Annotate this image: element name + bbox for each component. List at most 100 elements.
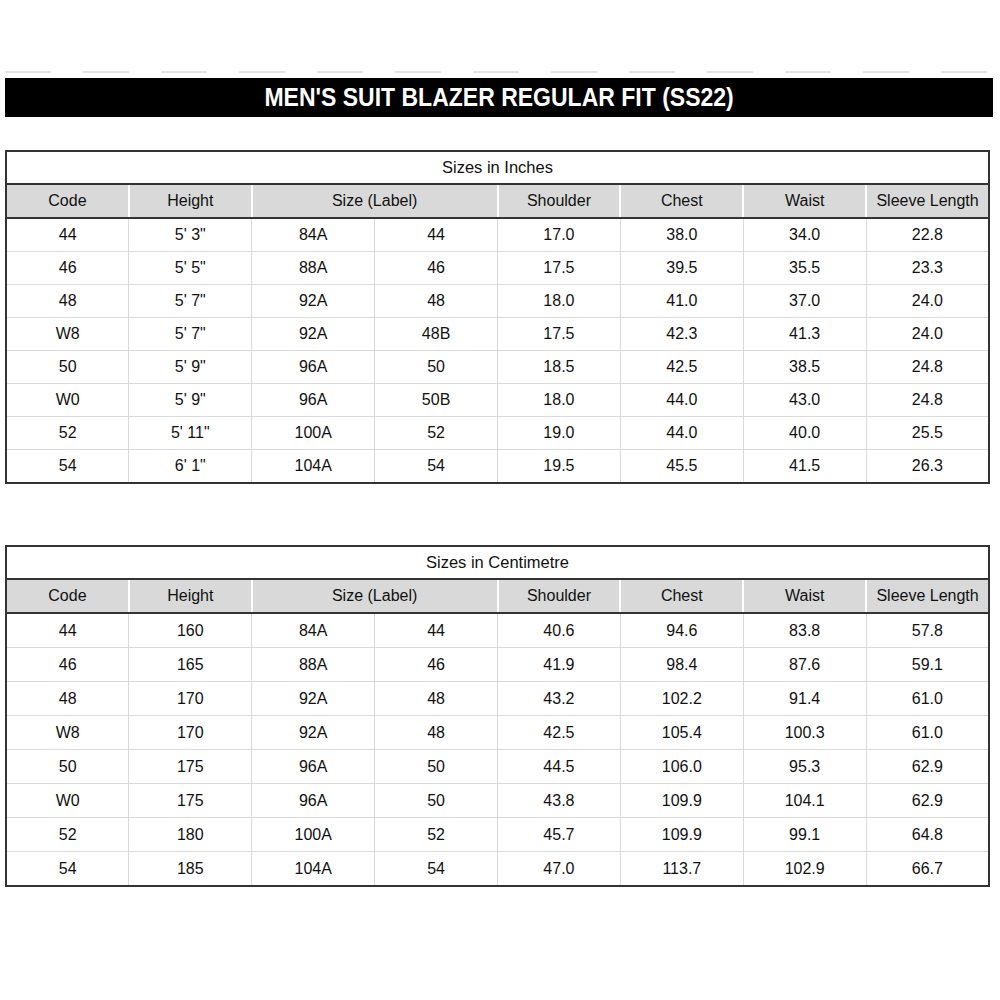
- table-cell: 54: [375, 450, 498, 484]
- table-cell: 92A: [252, 682, 375, 716]
- table-cell: 44: [375, 613, 498, 648]
- table-cell: 170: [129, 682, 252, 716]
- column-header-height: Height: [129, 579, 252, 613]
- table-cell: 18.5: [498, 351, 621, 384]
- table-row: 54185104A5447.0113.7102.966.7: [6, 852, 989, 887]
- table-cell: 48: [375, 682, 498, 716]
- table-cell: 92A: [252, 318, 375, 351]
- table-cell: 5' 9": [129, 351, 252, 384]
- table-cell: 92A: [252, 716, 375, 750]
- table-row: 525' 11"100A5219.044.040.025.5: [6, 417, 989, 450]
- table-row: 505' 9"96A5018.542.538.524.8: [6, 351, 989, 384]
- table-cell: 100.3: [743, 716, 866, 750]
- table-cell: 50: [375, 351, 498, 384]
- table-cell: 104.1: [743, 784, 866, 818]
- table-cell: 61.0: [866, 716, 989, 750]
- column-header-code: Code: [6, 579, 129, 613]
- table-cell: 102.2: [620, 682, 743, 716]
- table-row: 4616588A4641.998.487.659.1: [6, 648, 989, 682]
- table-cell: W8: [6, 716, 129, 750]
- table-cell: 41.5: [743, 450, 866, 484]
- table-cell: 17.0: [498, 218, 621, 252]
- table-cell: 43.2: [498, 682, 621, 716]
- table-cell: 17.5: [498, 318, 621, 351]
- table-cell: 44.5: [498, 750, 621, 784]
- table-cell: 50: [6, 750, 129, 784]
- table-cell: 5' 7": [129, 318, 252, 351]
- table-row: 485' 7"92A4818.041.037.024.0: [6, 285, 989, 318]
- table-cell: 22.8: [866, 218, 989, 252]
- table-cell: 100A: [252, 818, 375, 852]
- column-header-shoulder: Shoulder: [498, 184, 621, 218]
- table-cell: 44: [6, 218, 129, 252]
- table-title-row: Sizes in Centimetre: [6, 546, 989, 579]
- table-cell: 26.3: [866, 450, 989, 484]
- table-cell: 100A: [252, 417, 375, 450]
- table-cell: 5' 9": [129, 384, 252, 417]
- table-row: W017596A5043.8109.9104.162.9: [6, 784, 989, 818]
- sizes-in-centimetre-table: Sizes in Centimetre CodeHeightSize (Labe…: [5, 545, 990, 887]
- table-row: W85' 7"92A48B17.542.341.324.0: [6, 318, 989, 351]
- table-cell: 48B: [375, 318, 498, 351]
- table-cell: 44: [375, 218, 498, 252]
- table-cell: 52: [6, 818, 129, 852]
- table-cell: 19.5: [498, 450, 621, 484]
- table-cell: 48: [375, 716, 498, 750]
- table-cell: 50: [375, 750, 498, 784]
- table-cell: 57.8: [866, 613, 989, 648]
- table-cell: 64.8: [866, 818, 989, 852]
- table-cell: 5' 7": [129, 285, 252, 318]
- table-cell: 52: [375, 417, 498, 450]
- table-cell: 46: [6, 648, 129, 682]
- table-cell: 5' 5": [129, 252, 252, 285]
- table-row: 445' 3"84A4417.038.034.022.8: [6, 218, 989, 252]
- table-cell: 40.0: [743, 417, 866, 450]
- table-cell: 44: [6, 613, 129, 648]
- table-cell: 175: [129, 750, 252, 784]
- table-cell: 106.0: [620, 750, 743, 784]
- table-row: 465' 5"88A4617.539.535.523.3: [6, 252, 989, 285]
- table-cell: 95.3: [743, 750, 866, 784]
- table-cell: 45.5: [620, 450, 743, 484]
- column-header-height: Height: [129, 184, 252, 218]
- column-header-code: Code: [6, 184, 129, 218]
- table-cell: W8: [6, 318, 129, 351]
- table-title-row: Sizes in Inches: [6, 151, 989, 184]
- table-cell: 35.5: [743, 252, 866, 285]
- page-title: MEN'S SUIT BLAZER REGULAR FIT (SS22): [264, 83, 733, 112]
- table-cell: 24.0: [866, 318, 989, 351]
- table-cell: 88A: [252, 648, 375, 682]
- table-cell: 19.0: [498, 417, 621, 450]
- table-row: W05' 9"96A50B18.044.043.024.8: [6, 384, 989, 417]
- table-cell: 83.8: [743, 613, 866, 648]
- table-cell: 62.9: [866, 750, 989, 784]
- table-cell: 18.0: [498, 285, 621, 318]
- table-cell: W0: [6, 384, 129, 417]
- table-cell: 42.5: [620, 351, 743, 384]
- table-cell: 87.6: [743, 648, 866, 682]
- table-cell: 38.0: [620, 218, 743, 252]
- table-cell: 88A: [252, 252, 375, 285]
- table-cell: 61.0: [866, 682, 989, 716]
- table-cell: 34.0: [743, 218, 866, 252]
- table-cell: 44.0: [620, 384, 743, 417]
- table-cell: 23.3: [866, 252, 989, 285]
- table-cell: 48: [6, 682, 129, 716]
- table-cell: 38.5: [743, 351, 866, 384]
- table-cell: 102.9: [743, 852, 866, 887]
- table-cell: 54: [6, 852, 129, 887]
- table-cell: 24.8: [866, 384, 989, 417]
- table-cell: 46: [375, 252, 498, 285]
- column-header-sleeve-length: Sleeve Length: [866, 184, 989, 218]
- table-cell: 41.3: [743, 318, 866, 351]
- table-cell: 96A: [252, 750, 375, 784]
- table-cell: 6' 1": [129, 450, 252, 484]
- table-cell: 43.0: [743, 384, 866, 417]
- table-cell: 54: [6, 450, 129, 484]
- column-header-size-label: Size (Label): [252, 579, 498, 613]
- table-cell: 17.5: [498, 252, 621, 285]
- table-cell: 62.9: [866, 784, 989, 818]
- table-cell: 24.8: [866, 351, 989, 384]
- table-cell: 48: [6, 285, 129, 318]
- table-cell: 84A: [252, 218, 375, 252]
